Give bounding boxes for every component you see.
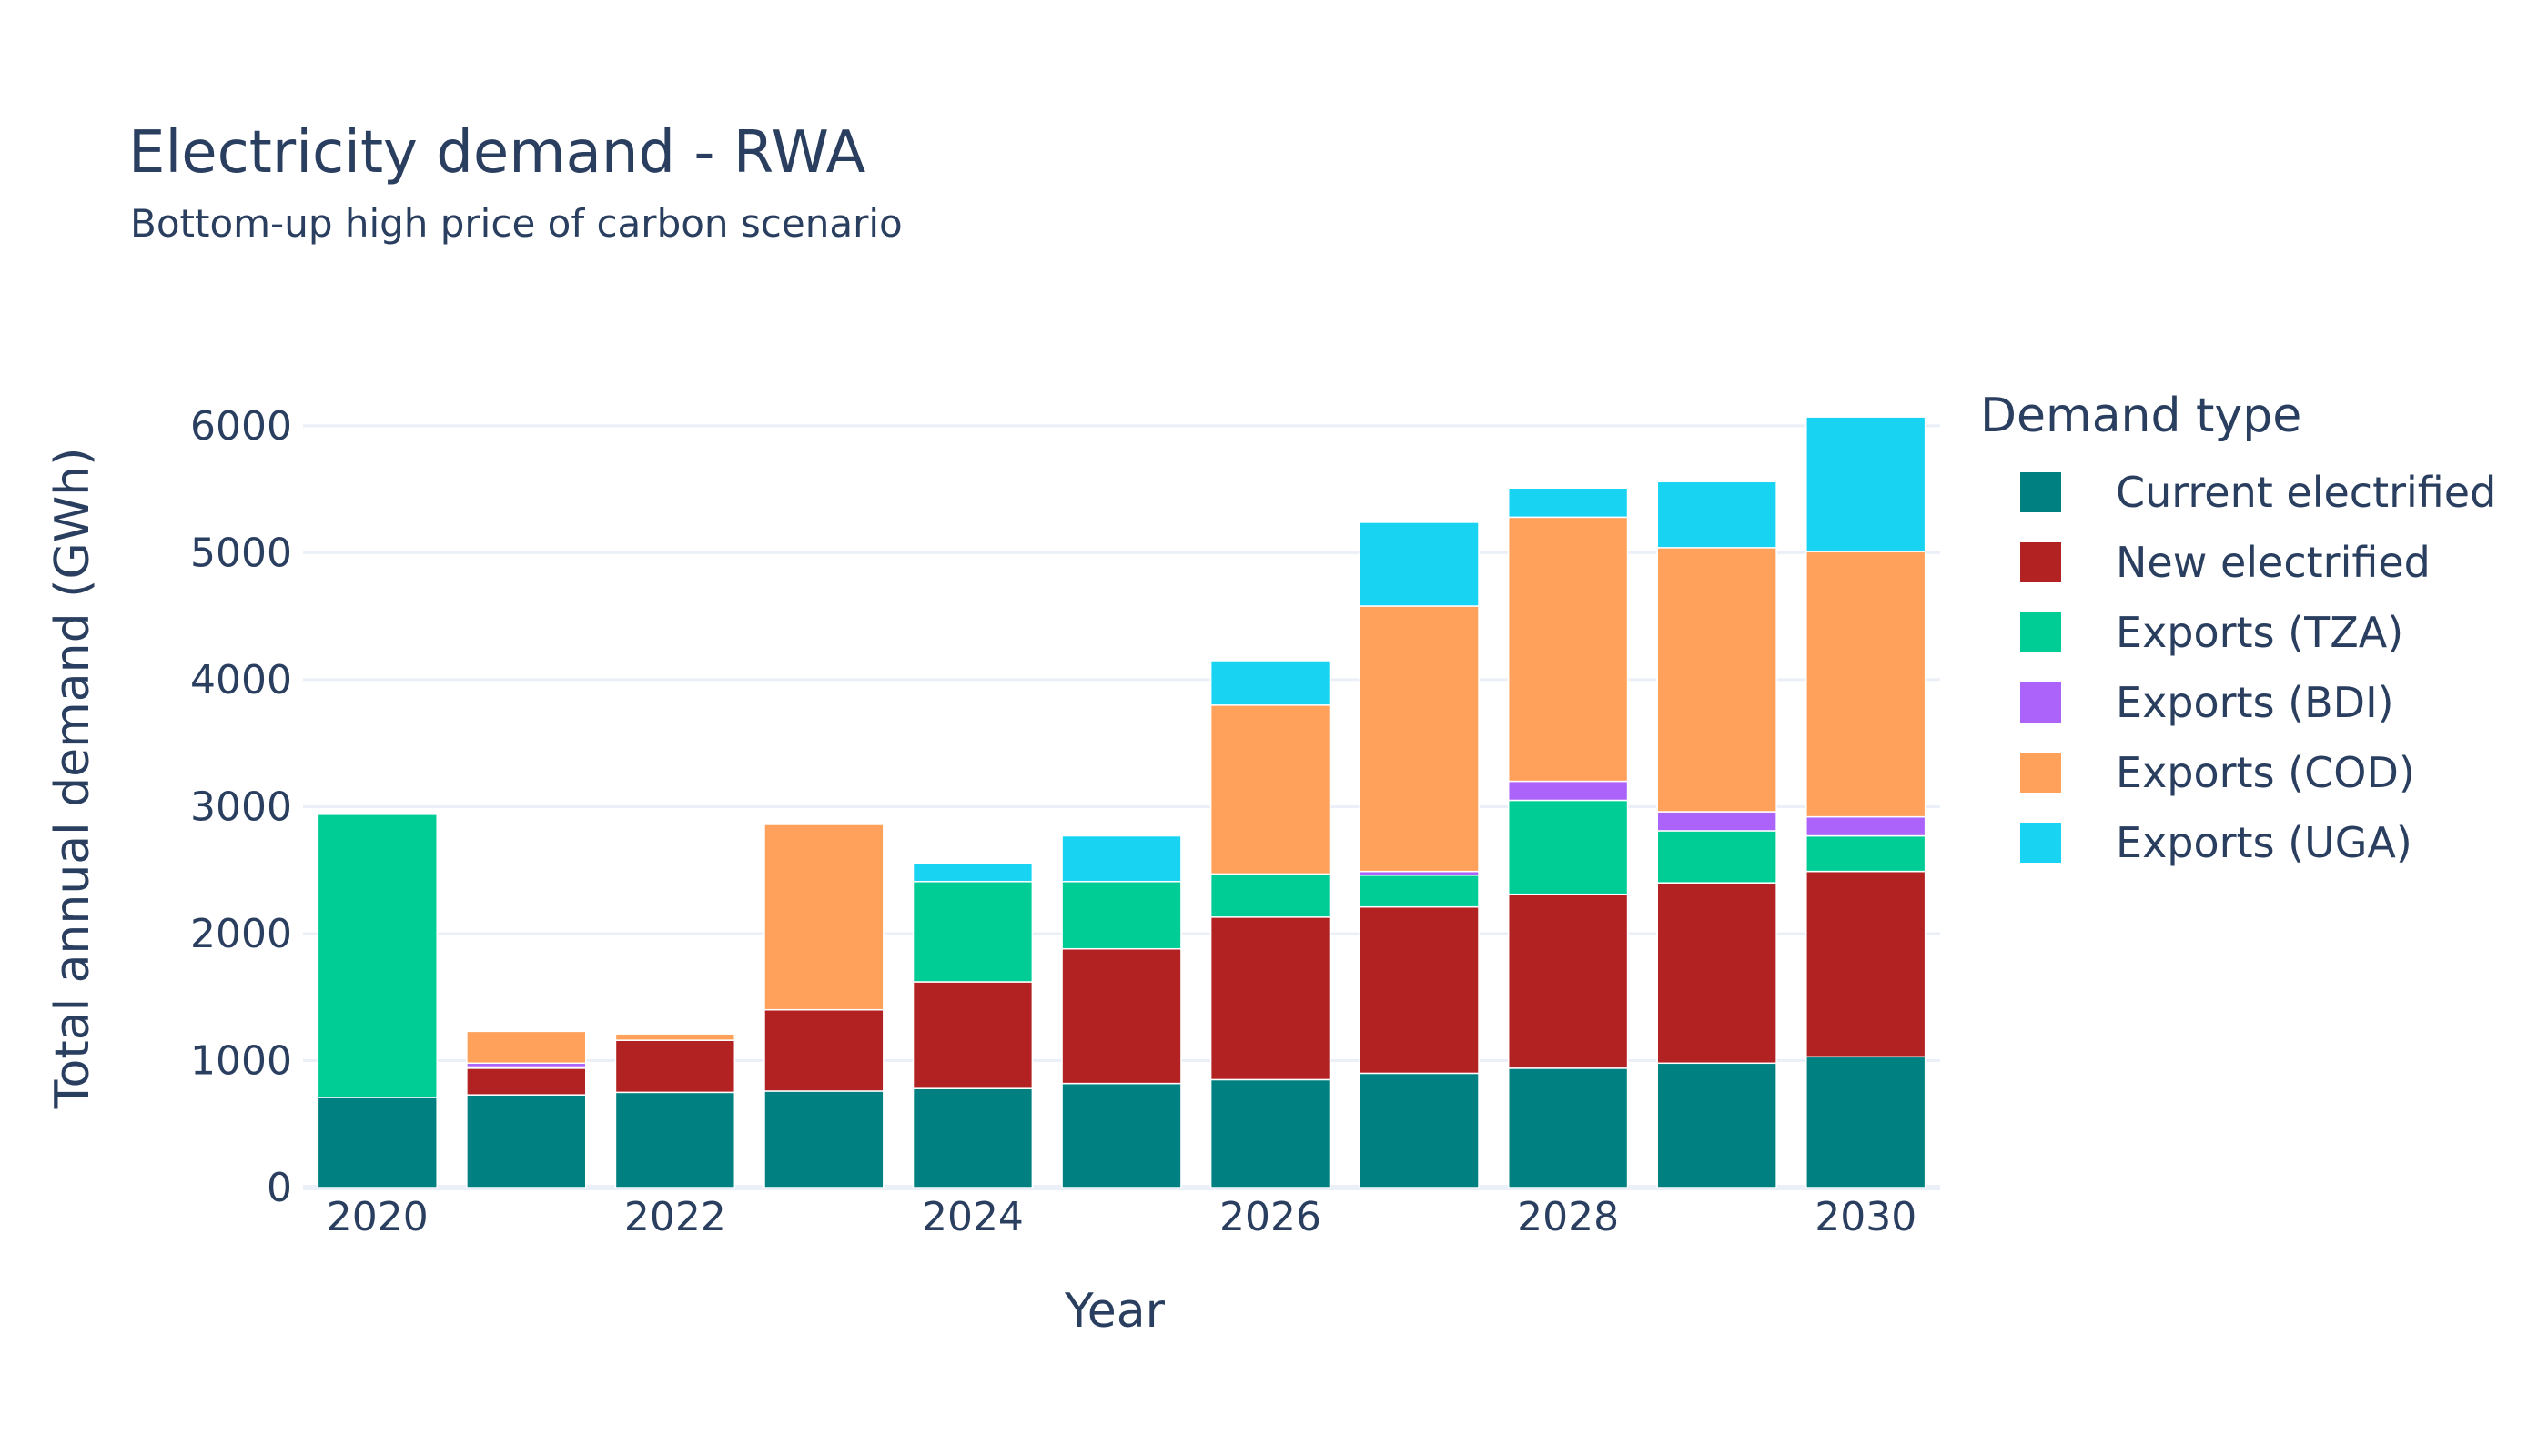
bar-segment: [763, 1090, 885, 1188]
bar-segment: [912, 981, 1034, 1089]
legend-label: New electrified: [2116, 538, 2431, 587]
legend-swatch: [2020, 472, 2061, 512]
bar-segment: [1507, 799, 1629, 895]
bar-segment: [466, 1094, 587, 1188]
x-tick-label: 2028: [1517, 1194, 1619, 1240]
bar-segment: [1805, 834, 1926, 873]
bar-segment: [1507, 1067, 1629, 1188]
legend-label: Exports (UGA): [2116, 818, 2412, 867]
x-tick-label: 2026: [1219, 1194, 1321, 1240]
bar-segment: [1061, 881, 1182, 950]
legend: Demand type Current electrified New elect…: [1980, 389, 2496, 867]
x-axis-title: Year: [1064, 1284, 1166, 1339]
bar-segment: [763, 1008, 885, 1092]
bar-segment: [912, 863, 1034, 883]
bar-segment: [763, 824, 885, 1011]
bar-segment: [1209, 704, 1331, 875]
x-tick-label: 2022: [624, 1194, 726, 1240]
bar-segment: [1061, 1082, 1182, 1188]
bar-segment: [466, 1067, 587, 1096]
bar-segment: [1507, 893, 1629, 1069]
x-tick-label: 2020: [327, 1194, 429, 1240]
bar-segment: [614, 1033, 736, 1041]
bar-segment: [1656, 882, 1777, 1065]
bar-segment: [1805, 815, 1926, 837]
bar-segment: [1805, 551, 1926, 818]
x-tick-label: 2030: [1815, 1194, 1916, 1240]
bar-segment: [912, 881, 1034, 983]
legend-swatch: [2020, 612, 2061, 652]
y-tick-label: 3000: [190, 784, 292, 830]
y-tick-label: 5000: [190, 530, 292, 576]
bar-segment: [1656, 1062, 1777, 1188]
bar-segment: [317, 814, 438, 1098]
y-tick-label: 2000: [190, 911, 292, 957]
y-tick-label: 1000: [190, 1037, 292, 1084]
bar-segment: [1209, 873, 1331, 918]
legend-title: Demand type: [1980, 389, 2301, 443]
bar-segment: [1507, 780, 1629, 802]
y-tick-label: 0: [267, 1165, 292, 1211]
bar-segment: [1359, 521, 1480, 607]
bar-segment: [614, 1091, 736, 1188]
x-tick-label: 2024: [922, 1194, 1024, 1240]
bar-segment: [1359, 1072, 1480, 1188]
bar-segment: [1805, 1056, 1926, 1188]
legend-label: Exports (BDI): [2116, 678, 2394, 727]
bar-segment: [1209, 916, 1331, 1081]
bar-segment: [1805, 870, 1926, 1058]
chart-title: Electricity demand - RWA: [128, 119, 866, 187]
axes: 0 1000 2000 3000 4000 5000 6000 2020 2022 2024 202…: [190, 403, 1916, 1240]
bar-segment: [317, 1097, 438, 1188]
bar-segment: [1359, 905, 1480, 1075]
bar-segment: [466, 1030, 587, 1065]
legend-swatch: [2020, 753, 2061, 793]
y-tick-label: 4000: [190, 657, 292, 703]
bar-segment: [1359, 875, 1480, 908]
bar-segment: [1061, 834, 1182, 883]
bar-segment: [1656, 480, 1777, 549]
bar-segment: [1209, 1078, 1331, 1188]
chart-subtitle: Bottom-up high price of carbon scenario: [130, 201, 903, 246]
legend-label: Exports (TZA): [2116, 608, 2403, 657]
legend-label: Current electrified: [2116, 468, 2496, 517]
bar-segment: [1507, 487, 1629, 519]
bar-segment: [1061, 947, 1182, 1085]
y-tick-label: 6000: [190, 403, 292, 450]
bars: [317, 416, 1926, 1188]
bar-segment: [614, 1039, 736, 1094]
y-axis-title: Total annual demand (GWh): [46, 448, 100, 1110]
bar-segment: [1656, 547, 1777, 813]
legend-swatch: [2020, 823, 2061, 863]
legend-swatch: [2020, 542, 2061, 582]
legend-label: Exports (COD): [2116, 748, 2415, 797]
bar-segment: [1656, 830, 1777, 884]
bar-segment: [1209, 660, 1331, 706]
bar-segment: [1359, 605, 1480, 873]
bar-segment: [912, 1087, 1034, 1188]
bar-segment: [1805, 416, 1926, 552]
bar-segment: [1656, 811, 1777, 832]
legend-swatch: [2020, 682, 2061, 723]
bar-segment: [1507, 516, 1629, 783]
